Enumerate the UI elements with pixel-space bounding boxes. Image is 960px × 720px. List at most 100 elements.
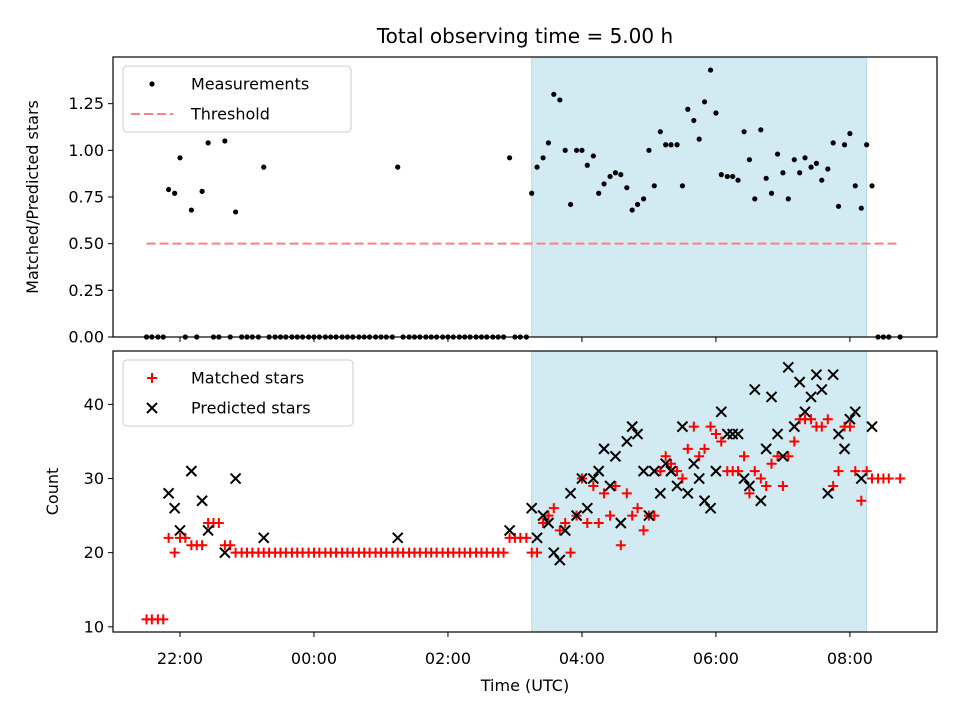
data-point <box>521 532 532 543</box>
data-point <box>562 147 568 153</box>
data-point <box>782 361 794 374</box>
legend-label: Matched stars <box>191 369 304 388</box>
data-point <box>532 547 543 558</box>
data-point <box>567 201 574 208</box>
data-point <box>188 207 194 213</box>
data-point <box>832 428 845 440</box>
data-point <box>805 391 817 403</box>
data-point <box>743 480 756 492</box>
data-point <box>710 465 722 477</box>
data-point <box>392 532 404 544</box>
data-point <box>199 188 205 194</box>
data-point <box>755 473 766 484</box>
data-point <box>587 472 600 485</box>
data-point <box>691 117 697 124</box>
y-tick-label: 0.00 <box>68 328 104 347</box>
data-point <box>793 376 806 388</box>
highlight-span <box>531 350 868 633</box>
data-point <box>895 473 906 484</box>
data-point <box>855 472 868 485</box>
data-point <box>185 465 198 477</box>
highlight-span <box>531 56 868 338</box>
data-point <box>534 164 540 170</box>
data-point <box>219 546 231 559</box>
data-point <box>739 451 750 462</box>
data-point <box>788 420 801 433</box>
data-point <box>802 155 808 161</box>
data-point <box>701 99 708 105</box>
data-point <box>761 480 772 491</box>
data-point <box>797 170 803 176</box>
data-point <box>744 488 755 499</box>
data-point <box>590 153 596 159</box>
data-point <box>844 421 855 432</box>
data-point <box>538 518 549 529</box>
data-point <box>626 420 638 433</box>
data-point <box>783 451 794 462</box>
data-point <box>856 495 867 506</box>
data-point <box>557 97 563 103</box>
x-tick-label: 08:00 <box>827 649 873 668</box>
data-point <box>560 518 571 529</box>
data-point <box>588 480 599 491</box>
data-point <box>531 532 543 544</box>
data-point <box>772 451 783 462</box>
data-point <box>213 518 224 529</box>
data-point <box>665 465 677 477</box>
data-point <box>777 480 788 491</box>
data-point <box>799 406 811 418</box>
x-tick-label: 04:00 <box>559 649 605 668</box>
data-point <box>599 488 610 499</box>
data-point <box>827 369 839 381</box>
data-point <box>724 173 730 180</box>
data-point <box>816 383 828 396</box>
data-point <box>632 503 643 514</box>
data-point <box>732 428 744 440</box>
x-tick-label: 06:00 <box>693 649 739 668</box>
y-axis-label: Matched/Predicted stars <box>23 100 42 294</box>
data-point <box>838 443 851 455</box>
y-tick-label: 40 <box>84 395 104 414</box>
data-point <box>819 177 825 183</box>
legend-marker <box>146 402 158 414</box>
data-point <box>640 196 647 202</box>
data-point <box>498 547 509 558</box>
data-point <box>752 196 758 202</box>
data-point <box>610 480 621 491</box>
data-point <box>806 414 817 425</box>
legend-marker <box>149 81 155 87</box>
data-point <box>715 406 727 418</box>
data-point <box>582 518 593 529</box>
legend-box <box>122 359 354 427</box>
data-point <box>755 495 767 507</box>
data-point <box>651 183 657 189</box>
data-point <box>612 170 619 176</box>
data-point <box>605 510 616 521</box>
data-point <box>543 510 554 521</box>
data-point <box>584 162 590 168</box>
data-point <box>716 436 727 447</box>
legend-box <box>122 65 352 133</box>
y-tick-label: 30 <box>84 469 104 488</box>
data-point <box>674 142 680 148</box>
data-point <box>648 465 661 477</box>
data-point <box>637 465 650 477</box>
data-point <box>705 421 716 432</box>
data-point <box>565 547 576 558</box>
data-point <box>621 488 632 499</box>
data-point <box>763 175 769 181</box>
data-point <box>618 172 624 178</box>
data-point <box>229 472 242 485</box>
data-point <box>174 524 186 537</box>
data-point <box>810 369 823 381</box>
y-tick-label: 1.25 <box>68 94 104 113</box>
data-point <box>688 457 700 470</box>
data-point <box>631 428 644 440</box>
legend: Measurements Threshold <box>122 65 352 133</box>
data-point <box>598 443 610 455</box>
data-point <box>777 450 789 462</box>
data-point <box>785 196 791 202</box>
data-point <box>545 140 552 146</box>
data-point <box>822 414 833 425</box>
data-point <box>771 428 784 440</box>
